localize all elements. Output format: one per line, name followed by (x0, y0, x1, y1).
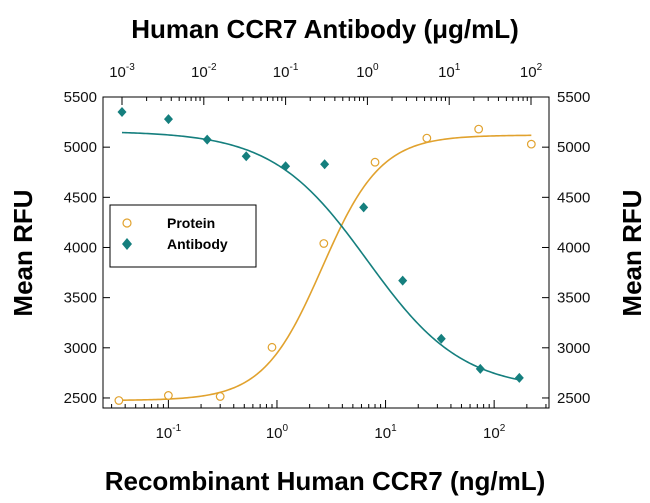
y-tick-label-left: 5500 (64, 89, 97, 106)
x-tick-exponent: -3 (126, 62, 135, 73)
data-points (114, 107, 536, 405)
protein-point (267, 342, 277, 352)
y-tick-label-right: 3000 (557, 340, 590, 357)
x-tick-base: 10 (266, 425, 283, 442)
x-tick-exponent: -2 (208, 62, 217, 73)
y-tick-label-left: 3500 (64, 290, 97, 307)
legend-box (109, 204, 257, 268)
protein-fit-curve (118, 134, 532, 402)
x-tick-exponent: -1 (172, 423, 181, 434)
protein-point (526, 139, 536, 149)
y-tick-label-left: 4500 (64, 189, 97, 206)
x-tick-label-top: 100 (356, 62, 379, 81)
legend-antibody-label: Antibody (167, 236, 228, 252)
y-axis-right: 2500 3000 3500 4000 4500 5000 5500 (542, 89, 590, 407)
protein-point (422, 133, 432, 143)
x-tick-label-top: 101 (438, 62, 461, 81)
y-axis-label-left: Mean RFU (8, 189, 38, 316)
x-tick-base: 10 (191, 64, 208, 81)
y-tick-label-left: 5000 (64, 139, 97, 156)
y-tick-label-left: 3000 (64, 340, 97, 357)
antibody-point (359, 202, 369, 213)
protein-point (114, 396, 124, 405)
x-tick-exponent: 1 (391, 423, 397, 434)
antibody-point (202, 134, 212, 145)
protein-point (474, 124, 484, 134)
y-axis-left: 2500 3000 3500 4000 4500 5000 5500 (64, 89, 110, 407)
y-axis-label-right: Mean RFU (617, 189, 647, 316)
antibody-point (241, 151, 251, 162)
legend: Protein Antibody (109, 204, 257, 268)
x-tick-exponent: 0 (373, 62, 379, 73)
antibody-point (117, 107, 127, 118)
x-tick-label-top: 10-1 (273, 62, 299, 81)
x-tick-label-bottom: 102 (483, 423, 506, 442)
antibody-point (514, 372, 524, 383)
y-tick-label-right: 2500 (557, 390, 590, 407)
x-tick-label-bottom: 101 (374, 423, 397, 442)
x-tick-base: 10 (483, 425, 500, 442)
protein-point (319, 239, 329, 248)
y-tick-label-right: 3500 (557, 290, 590, 307)
x-tick-label-bottom: 100 (266, 423, 289, 442)
x-tick-label-top: 102 (520, 62, 543, 81)
x-tick-base: 10 (374, 425, 391, 442)
y-tick-label-right: 4000 (557, 239, 590, 256)
x-tick-base: 10 (156, 425, 173, 442)
x-tick-label-top: 10-3 (109, 62, 135, 81)
y-tick-label-right: 4500 (557, 189, 590, 206)
antibody-point (163, 114, 173, 125)
legend-protein-label: Protein (167, 215, 215, 231)
x-axis-label: Recombinant Human CCR7 (ng/mL) (105, 466, 546, 496)
x-axis-bottom: 10-1 100 101 102 (111, 400, 547, 442)
antibody-point (475, 363, 485, 374)
x-tick-exponent: 2 (500, 423, 506, 434)
x-tick-exponent: 2 (537, 62, 543, 73)
y-tick-label-right: 5500 (557, 89, 590, 106)
protein-point (215, 392, 225, 401)
plot-frame (102, 96, 550, 409)
chart-title: Human CCR7 Antibody (μg/mL) (131, 14, 519, 44)
x-tick-exponent: 1 (455, 62, 461, 73)
x-tick-base: 10 (520, 64, 537, 81)
x-tick-label-bottom: 10-1 (156, 423, 182, 442)
protein-point (370, 157, 380, 167)
x-tick-base: 10 (273, 64, 290, 81)
legend-protein-marker (122, 218, 132, 228)
y-tick-label-right: 5000 (557, 139, 590, 156)
protein-point (163, 391, 173, 400)
x-tick-base: 10 (438, 64, 455, 81)
antibody-point (281, 161, 291, 172)
legend-antibody-marker (122, 238, 132, 250)
x-tick-label-top: 10-2 (191, 62, 217, 81)
fit-curves (118, 131, 532, 402)
y-tick-label-left: 2500 (64, 390, 97, 407)
x-axis-top: 10-3 10-2 10-1 100 101 102 (109, 62, 543, 105)
antibody-point (398, 275, 408, 286)
antibody-point (320, 159, 330, 170)
antibody-point (436, 333, 446, 344)
x-tick-base: 10 (109, 64, 126, 81)
x-tick-exponent: -1 (289, 62, 298, 73)
x-tick-exponent: 0 (283, 423, 289, 434)
x-tick-base: 10 (356, 64, 373, 81)
y-tick-label-left: 4000 (64, 239, 97, 256)
antibody-fit-curve (121, 131, 520, 381)
